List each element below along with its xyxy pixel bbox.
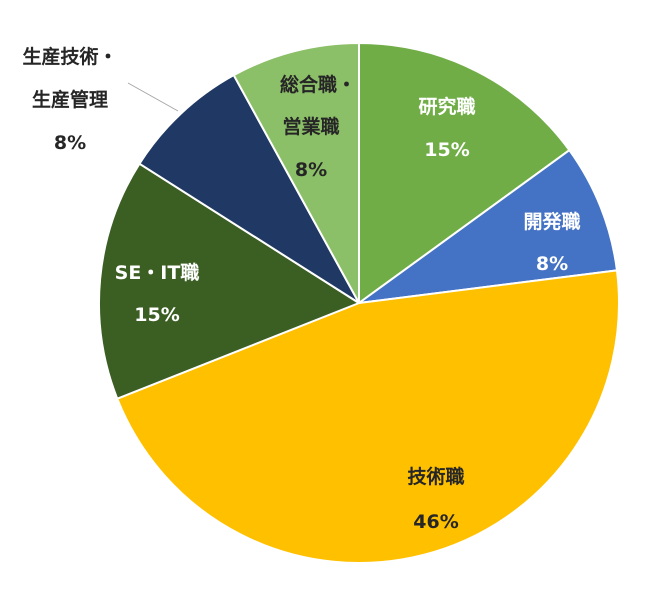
slice-label-kenkyu: 研究職 bbox=[418, 95, 475, 118]
slice-label-sogo-line1: 総合職・ bbox=[280, 73, 356, 96]
slice-label-sogo-line2: 営業職 bbox=[282, 115, 339, 138]
slice-sogo bbox=[232, 41, 360, 304]
slice-seisan bbox=[138, 73, 360, 304]
slice-label-se-it: SE・IT職 bbox=[115, 261, 200, 284]
slice-value-kaihatsu: 8% bbox=[536, 253, 568, 275]
slice-value-sogo: 8% bbox=[295, 159, 327, 181]
slice-value-kenkyu: 15% bbox=[424, 139, 469, 161]
slice-kenkyu bbox=[358, 41, 571, 305]
slice-kaihatsu bbox=[358, 148, 619, 304]
slice-label-seisan-line1: 生産技術・ bbox=[22, 45, 117, 68]
slice-label-kaihatsu: 開発職 bbox=[523, 210, 580, 233]
slice-gijutsu bbox=[115, 269, 620, 564]
slice-label-seisan-line2: 生産管理 bbox=[32, 88, 108, 111]
slice-se-it bbox=[98, 162, 362, 401]
slice-label-gijutsu: 技術職 bbox=[407, 465, 464, 488]
leader-line bbox=[127, 82, 179, 112]
slice-value-gijutsu: 46% bbox=[413, 511, 458, 533]
slice-value-se-it: 15% bbox=[134, 304, 179, 326]
slice-value-seisan: 8% bbox=[54, 132, 86, 154]
pie-slices bbox=[98, 41, 620, 564]
